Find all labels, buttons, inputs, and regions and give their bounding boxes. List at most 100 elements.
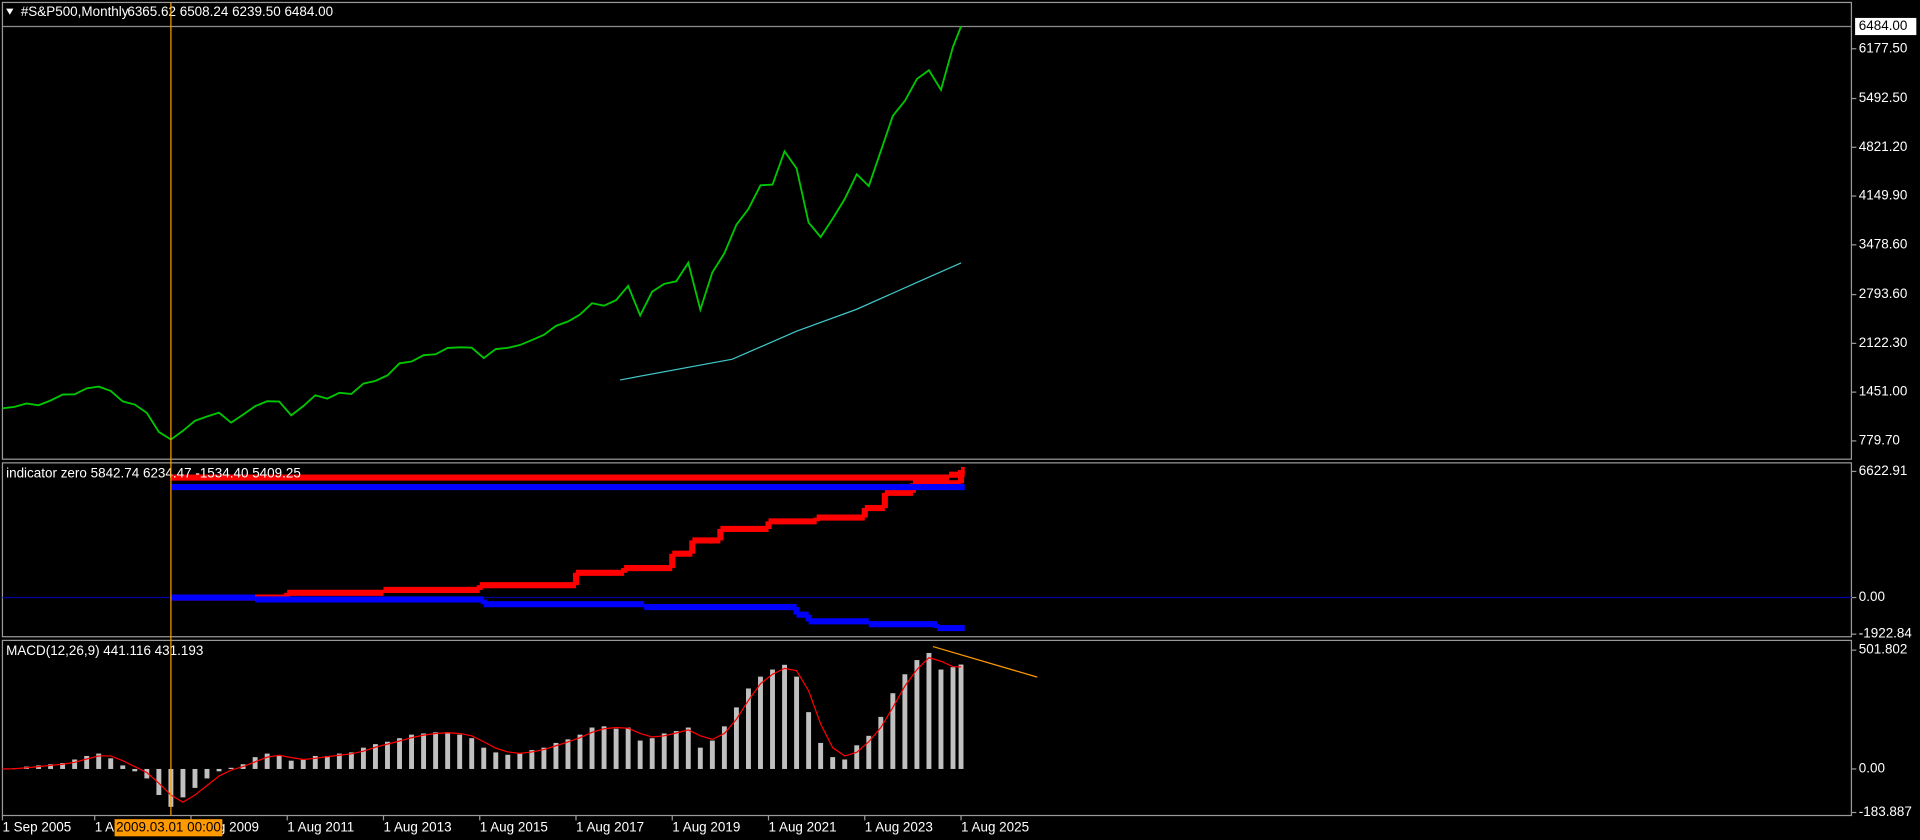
histogram-bar [192, 768, 198, 788]
histogram-bar [902, 674, 908, 769]
histogram-bar [156, 768, 162, 796]
x-tick-label: 1 Aug 2021 [769, 819, 837, 834]
histogram-bar [204, 768, 210, 779]
histogram-bar [300, 759, 306, 769]
histogram-bar [842, 759, 848, 769]
histogram-bar [950, 667, 956, 769]
histogram-bar [721, 726, 727, 769]
histogram-bar [264, 753, 270, 769]
y-tick-label: 1451.00 [1859, 384, 1908, 399]
histogram-bar [938, 669, 944, 769]
pane-border [1, 462, 1853, 638]
histogram-bar [565, 739, 571, 769]
histogram-bar [421, 733, 427, 769]
histogram-bar [312, 755, 318, 769]
y-tick-label: 0.00 [1859, 761, 1885, 776]
histogram-bar [276, 755, 282, 769]
y-tick-label: 4149.90 [1859, 188, 1908, 203]
histogram-bar [746, 688, 751, 769]
x-tick-label: 1 Aug 2011 [287, 819, 354, 834]
y-tick-label: 6177.50 [1859, 40, 1908, 55]
histogram-bar [673, 731, 679, 769]
x-tick-label: 1 Sep 2005 [2, 819, 71, 834]
histogram-bar [433, 732, 439, 769]
collapse-arrow[interactable] [6, 8, 14, 15]
chart-title: #S&P500,Monthly [21, 4, 129, 19]
last-price-label: 6484.00 [1859, 18, 1908, 33]
histogram-bar [517, 753, 523, 769]
y-tick-label: -1922.84 [1859, 626, 1913, 641]
signal-line [2, 656, 962, 803]
histogram-bar [770, 669, 775, 769]
pane-border [1, 1, 1853, 460]
x-tick-label: 1 Aug 2025 [961, 819, 1029, 834]
histogram-bar [120, 765, 126, 769]
histogram-bar [288, 760, 294, 769]
trendline [932, 645, 1038, 678]
histogram-bar [709, 740, 715, 769]
histogram-bar [493, 752, 499, 769]
histogram-bar [806, 712, 812, 769]
histogram-bar [132, 768, 138, 772]
histogram-bar [685, 727, 691, 769]
y-tick-label: 3478.60 [1859, 236, 1908, 251]
x-tick-label: 1 Aug 2015 [480, 819, 548, 834]
histogram-bar [637, 740, 643, 769]
histogram-bar [697, 747, 703, 769]
histogram-bar [360, 747, 366, 769]
pane-title: indicator zero 5842.74 6234.47 -1534.40 … [6, 465, 301, 480]
x-tick-label: 1 Aug 2013 [383, 819, 451, 834]
histogram-bar [577, 734, 583, 769]
y-tick-label: 0.00 [1859, 589, 1885, 604]
histogram-bar [180, 768, 186, 798]
ohlc-header: 6365.62 6508.24 6239.50 6484.00 [127, 4, 333, 19]
histogram-bar [48, 764, 54, 769]
histogram-bar [505, 754, 511, 769]
histogram-bar [914, 660, 920, 769]
histogram-bar [733, 707, 739, 769]
histogram-bar [324, 755, 330, 769]
histogram-bar [409, 734, 414, 769]
y-tick-label: 4821.20 [1859, 139, 1908, 154]
histogram-bar [601, 726, 607, 769]
histogram-bar [252, 757, 258, 769]
histogram-bar [373, 744, 378, 769]
crosshair-date-label: 2009.03.01 00:00 [116, 819, 221, 834]
histogram-bar [348, 752, 354, 769]
histogram-bar [144, 768, 150, 779]
price-line [2, 26, 962, 441]
histogram-bar [866, 735, 872, 769]
histogram-bar [228, 767, 234, 769]
x-tick-label: 1 Aug 2019 [672, 819, 740, 834]
histogram-bar [878, 716, 884, 769]
moving-average [620, 262, 962, 381]
pane-title: MACD(12,26,9) 441.116 431.193 [6, 643, 203, 658]
histogram-bar [108, 758, 114, 769]
histogram-bar [854, 745, 860, 769]
histogram-bar [336, 753, 342, 769]
histogram-bar [397, 738, 402, 769]
histogram-bar [481, 747, 487, 769]
histogram-bar [661, 733, 667, 769]
histogram-bar [830, 757, 836, 769]
histogram-bar [445, 732, 451, 769]
histogram-bar [613, 728, 619, 769]
y-tick-label: -183.887 [1859, 804, 1912, 819]
histogram-bar [529, 750, 535, 769]
histogram-bar [926, 652, 932, 769]
crosshair-date-box [114, 819, 223, 837]
histogram-bar [216, 768, 222, 772]
histogram-bar [385, 741, 390, 769]
x-tick-label: 1 Aug 2023 [865, 819, 933, 834]
y-tick-label: 5492.50 [1859, 90, 1908, 105]
last-price-box [1855, 17, 1917, 36]
histogram-bar [72, 759, 78, 769]
y-tick-label: 779.70 [1859, 432, 1900, 447]
histogram-bar [958, 664, 964, 769]
histogram-bar [758, 676, 763, 769]
histogram-bar [541, 747, 547, 769]
histogram-bar [96, 753, 102, 769]
histogram-bar [625, 727, 631, 769]
histogram-bar [457, 734, 463, 769]
